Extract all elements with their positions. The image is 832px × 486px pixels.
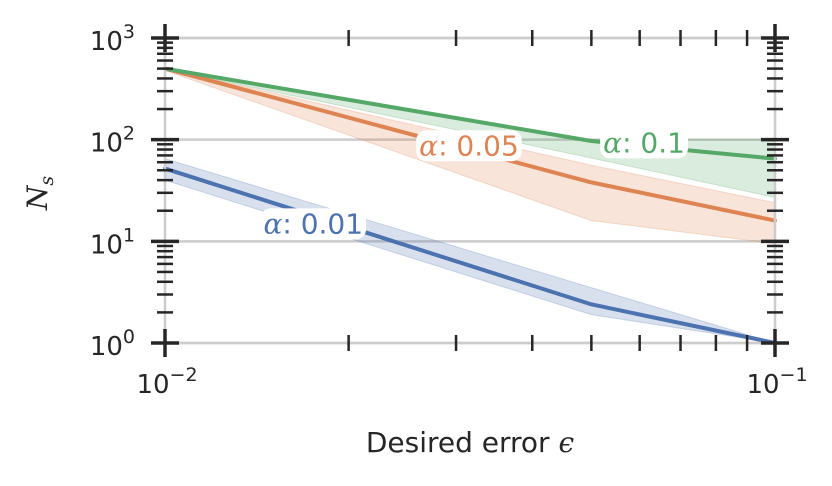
y-tick-label: 103 bbox=[90, 21, 135, 57]
series-line bbox=[163, 66, 777, 223]
x-tick-label: 10−2 bbox=[136, 364, 197, 400]
y-tick-label: 101 bbox=[90, 224, 135, 260]
series-label-background bbox=[600, 127, 688, 159]
series-label-text: α: 0.05 bbox=[419, 129, 519, 162]
confidence-bands bbox=[164, 67, 776, 344]
y-tick-label: 100 bbox=[90, 326, 135, 362]
series-line bbox=[163, 66, 777, 161]
series-label-text: α: 0.01 bbox=[263, 207, 363, 240]
series-label: α: 0.01 bbox=[260, 207, 367, 240]
series-label-background bbox=[260, 208, 367, 240]
series-label-background bbox=[416, 130, 522, 162]
axes-frame bbox=[163, 36, 777, 345]
tick-labels: 100 101 102 103 10−2 10−1 bbox=[90, 21, 808, 400]
series-label: α: 0.1 bbox=[600, 126, 688, 159]
y-tick-label: 102 bbox=[90, 123, 135, 159]
series-labels: α: 0.01 α: 0.05 α: 0.1 bbox=[260, 126, 688, 240]
y-axis-label: Ns bbox=[21, 176, 58, 212]
series-label: α: 0.05 bbox=[416, 129, 522, 162]
x-tick-label: 10−1 bbox=[746, 364, 807, 400]
plot-frame bbox=[163, 36, 777, 345]
axis-ticks bbox=[151, 24, 789, 357]
x-axis-label: Desired error ϵ bbox=[366, 426, 575, 459]
series-label-text: α: 0.1 bbox=[603, 126, 685, 159]
